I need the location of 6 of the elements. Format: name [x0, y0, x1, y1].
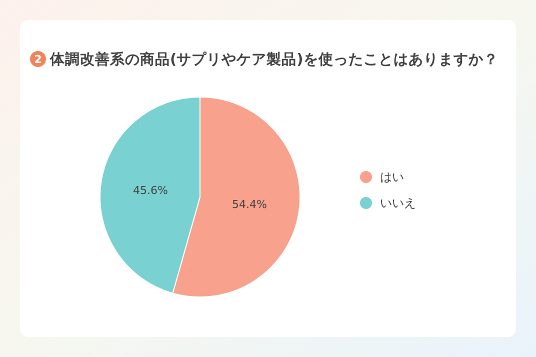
chart-title: 体調改善系の商品(サプリやケア製品)を使ったことはありますか？ [49, 50, 498, 68]
data-label: 54.4% [232, 198, 267, 211]
number-badge-icon: 2 [30, 51, 46, 67]
legend-label: はい [380, 170, 404, 184]
legend-label: いいえ [380, 196, 416, 210]
data-label: 45.6% [133, 184, 168, 198]
